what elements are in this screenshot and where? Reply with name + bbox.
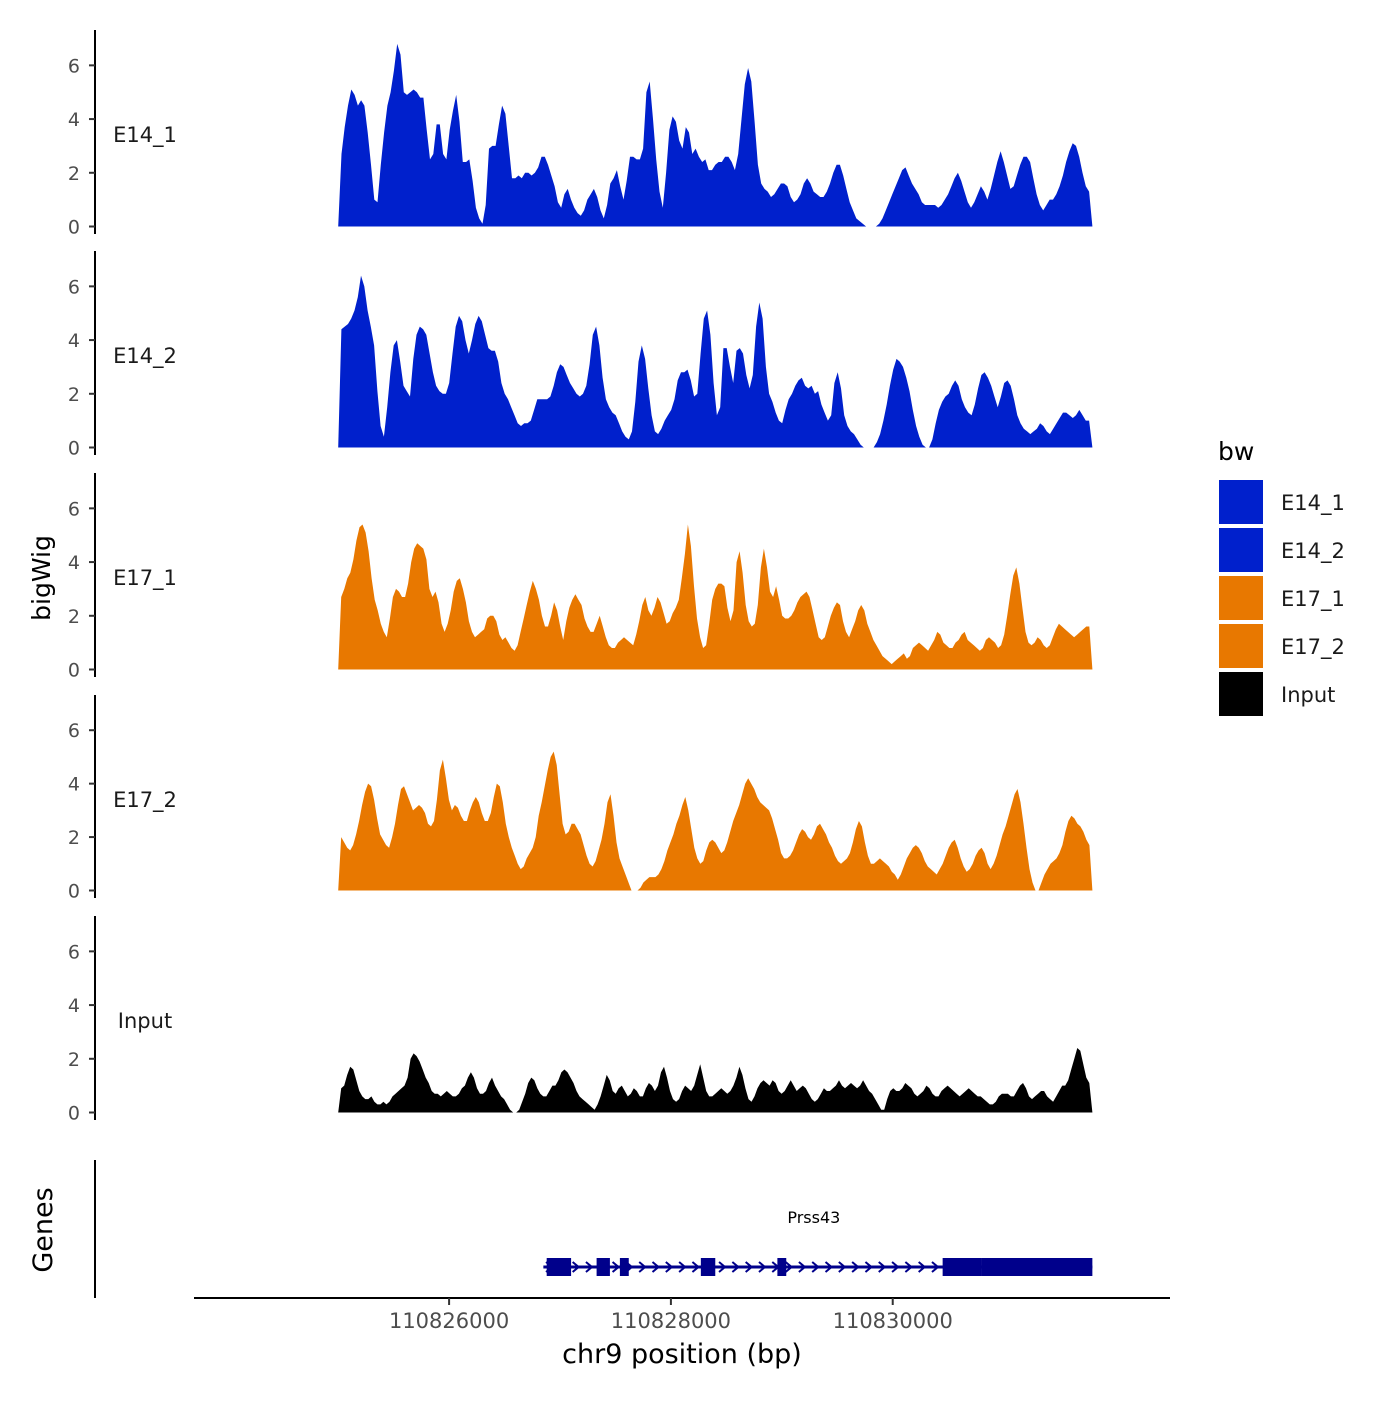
strand-arrow bbox=[864, 1261, 873, 1273]
legend-label-E14_1: E14_1 bbox=[1281, 491, 1345, 516]
y-tick-label: 4 bbox=[68, 995, 80, 1017]
legend-key-E17_2 bbox=[1219, 624, 1263, 668]
strand-arrow bbox=[824, 1261, 834, 1273]
legend-key-E14_2 bbox=[1219, 528, 1263, 572]
legend: bw E14_1 E14_2 E17_1 E17_2 Input bbox=[1218, 437, 1345, 716]
strand-arrow bbox=[651, 1261, 661, 1273]
strand-arrow bbox=[931, 1261, 940, 1273]
area-Input bbox=[338, 1048, 1093, 1113]
strand-arrow bbox=[678, 1261, 687, 1273]
x-axis-title: chr9 position (bp) bbox=[562, 1339, 802, 1370]
y-tick-label: 2 bbox=[68, 606, 80, 628]
y-tick-label: 2 bbox=[68, 384, 80, 406]
y-tick-label: 0 bbox=[68, 217, 80, 239]
y-tick-label: 0 bbox=[68, 660, 80, 682]
gene-exon bbox=[777, 1258, 787, 1276]
area-E17_1 bbox=[338, 524, 1093, 670]
strand-arrow bbox=[691, 1261, 700, 1273]
track-label-E14_2: E14_2 bbox=[113, 344, 177, 369]
strand-arrow bbox=[665, 1261, 674, 1273]
legend-key-Input bbox=[1219, 672, 1263, 716]
legend-label-E17_2: E17_2 bbox=[1281, 635, 1345, 660]
strand-arrow bbox=[784, 1261, 794, 1273]
y-axis-title: bigWig bbox=[27, 535, 56, 621]
strand-arrow bbox=[904, 1261, 913, 1273]
y-tick-label: 6 bbox=[68, 941, 80, 963]
track-E14_1: 0 2 4 6 E14_1 bbox=[68, 30, 1093, 239]
gene-exon bbox=[596, 1258, 610, 1276]
legend-key-E14_1 bbox=[1219, 480, 1263, 524]
y-tick-label: 6 bbox=[68, 55, 80, 77]
x-tick-label: 110826000 bbox=[389, 1309, 509, 1333]
strand-arrow bbox=[731, 1261, 740, 1273]
gene-name-label: Prss43 bbox=[787, 1208, 840, 1227]
gene-exon bbox=[700, 1258, 716, 1276]
gene-exon bbox=[546, 1258, 572, 1276]
y-tick-label: 6 bbox=[68, 498, 80, 520]
y-tick-label: 0 bbox=[68, 438, 80, 460]
y-tick-label: 6 bbox=[68, 720, 80, 742]
legend-label-Input: Input bbox=[1281, 683, 1335, 707]
strand-arrow bbox=[571, 1261, 581, 1273]
legend-label-E17_1: E17_1 bbox=[1281, 587, 1345, 612]
track-label-E14_1: E14_1 bbox=[113, 123, 177, 148]
area-E14_1 bbox=[338, 43, 1093, 227]
strand-arrow bbox=[585, 1261, 594, 1273]
legend-title: bw bbox=[1218, 437, 1254, 466]
strand-arrow bbox=[851, 1261, 860, 1273]
strand-arrow bbox=[918, 1261, 927, 1273]
gene-exon bbox=[942, 1258, 982, 1276]
strand-arrow bbox=[638, 1261, 647, 1273]
gene-track-layer: Prss43 bbox=[94, 1160, 1093, 1298]
x-axis: 110826000 110828000 110830000 bbox=[194, 1297, 1170, 1333]
track-E17_1: 0 2 4 6 E17_1 bbox=[68, 473, 1093, 682]
gene-exon bbox=[619, 1258, 629, 1276]
gene-exon bbox=[981, 1258, 1093, 1276]
y-tick-label: 0 bbox=[68, 881, 80, 903]
strand-arrow bbox=[798, 1261, 807, 1273]
x-tick-label: 110830000 bbox=[833, 1309, 953, 1333]
y-tick-label: 6 bbox=[68, 276, 80, 298]
track-label-E17_2: E17_2 bbox=[113, 788, 177, 813]
y-tick-label: 4 bbox=[68, 774, 80, 796]
y-tick-label: 2 bbox=[68, 1049, 80, 1071]
track-label-E17_1: E17_1 bbox=[113, 566, 177, 591]
strand-arrow bbox=[811, 1261, 820, 1273]
legend-label-E14_2: E14_2 bbox=[1281, 539, 1345, 564]
strand-arrow bbox=[718, 1261, 727, 1273]
area-E14_2 bbox=[338, 275, 1093, 448]
tracks-layer: 0 2 4 6 E14_1 0 2 4 6 E14_2 0 2 4 6 E17_1 0 2 4 6 E17_2 0 2 4 6… bbox=[68, 30, 1093, 1125]
y-tick-label: 4 bbox=[68, 552, 80, 574]
strand-arrow bbox=[758, 1261, 767, 1273]
track-Input: 0 2 4 6 Input bbox=[68, 916, 1093, 1125]
y-tick-label: 2 bbox=[68, 163, 80, 185]
genes-axis-title: Genes bbox=[28, 1187, 59, 1272]
y-tick-label: 0 bbox=[68, 1103, 80, 1125]
track-E14_2: 0 2 4 6 E14_2 bbox=[68, 251, 1093, 460]
y-tick-label: 2 bbox=[68, 827, 80, 849]
strand-arrow bbox=[891, 1261, 900, 1273]
strand-arrow bbox=[611, 1261, 621, 1273]
track-E17_2: 0 2 4 6 E17_2 bbox=[68, 695, 1093, 903]
strand-arrow bbox=[745, 1261, 754, 1273]
strand-arrow bbox=[838, 1261, 847, 1273]
y-tick-label: 4 bbox=[68, 330, 80, 352]
strand-arrow bbox=[878, 1261, 887, 1273]
track-label-Input: Input bbox=[118, 1009, 172, 1033]
y-tick-label: 4 bbox=[68, 109, 80, 131]
legend-key-E17_1 bbox=[1219, 576, 1263, 620]
x-tick-label: 110828000 bbox=[611, 1309, 731, 1333]
area-E17_2 bbox=[338, 751, 1093, 891]
